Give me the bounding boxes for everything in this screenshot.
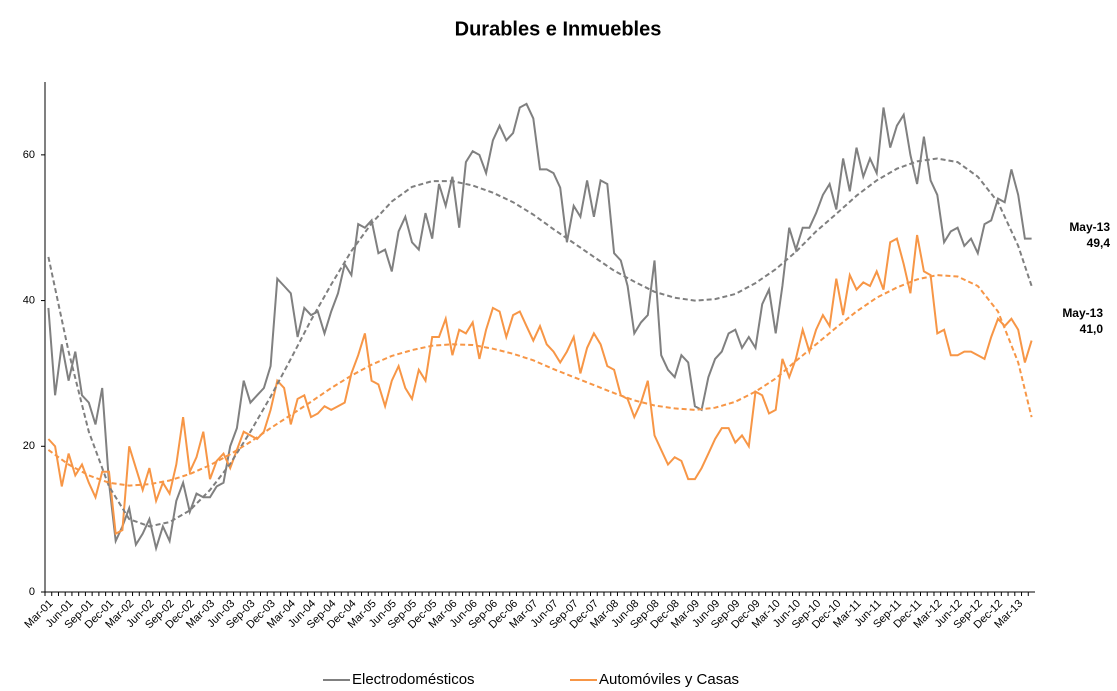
y-tick-label: 60: [23, 149, 35, 161]
annotation-value: 41,0: [1080, 322, 1104, 336]
legend-label: Electrodomésticos: [352, 671, 475, 688]
line-series: [47, 234, 1033, 536]
trend-line: [47, 274, 1033, 487]
legend-label: Automóviles y Casas: [599, 671, 739, 688]
trend-line: [47, 157, 1033, 528]
line-series: [47, 102, 1032, 553]
annotation-label: May-13: [1062, 306, 1103, 320]
y-tick-label: 40: [23, 294, 35, 306]
y-tick-label: 0: [29, 586, 35, 598]
chart-title: Durables e Inmuebles: [455, 18, 662, 40]
y-tick-label: 20: [23, 440, 35, 452]
annotation-value: 49,4: [1087, 236, 1111, 250]
annotation-label: May-13: [1069, 220, 1110, 234]
